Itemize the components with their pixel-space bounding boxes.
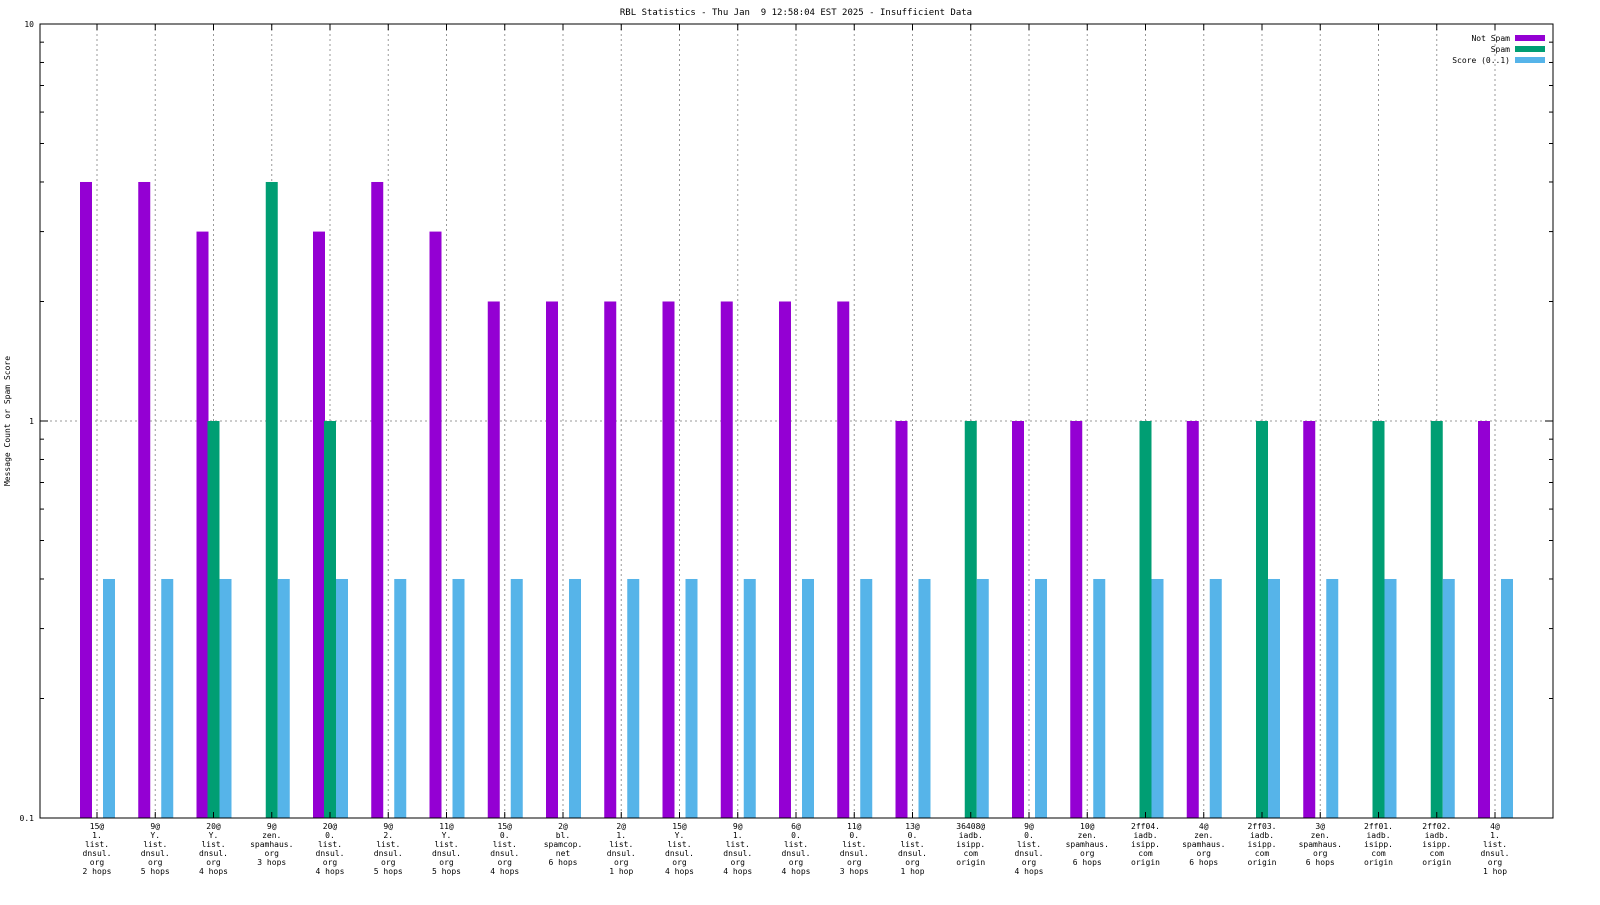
legend-swatch <box>1515 46 1545 52</box>
bar <box>394 578 407 818</box>
bar <box>895 421 908 818</box>
y-tick-label: 1 <box>29 417 34 426</box>
legend-swatch <box>1515 57 1545 63</box>
bar <box>1209 578 1222 818</box>
bar <box>103 578 115 818</box>
bar <box>1442 578 1455 818</box>
bar <box>510 578 523 818</box>
x-tick-label: 9@ zen. spamhaus. org 3 hops <box>250 822 293 867</box>
bars-layer <box>80 181 1513 818</box>
legend-label: Spam <box>1491 45 1510 54</box>
legend-swatch <box>1515 35 1545 41</box>
x-tick-label: 2@ bl. spamcop. net 6 hops <box>544 822 583 867</box>
bar <box>1070 421 1083 818</box>
x-tick-label: 2@ 1. list. dnsul. org 1 hop <box>607 822 636 876</box>
x-tick-label: 15@ 0. list. dnsul. org 4 hops <box>490 822 519 876</box>
bar <box>219 578 232 818</box>
bar <box>604 301 617 818</box>
bar <box>452 578 465 818</box>
bar <box>976 578 989 818</box>
bar <box>1326 578 1339 818</box>
y-tick-label: 10 <box>24 20 34 29</box>
x-tick-label: 11@ 0. list. dnsul. org 3 hops <box>840 822 869 876</box>
bar <box>837 301 850 818</box>
bar <box>662 301 675 818</box>
x-tick-label: 9@ 1. list. dnsul. org 4 hops <box>723 822 752 876</box>
bar <box>138 181 151 818</box>
x-tick-label: 9@ 0. list. dnsul. org 4 hops <box>1015 822 1044 876</box>
bar <box>265 181 278 818</box>
x-tick-label: 10@ zen. spamhaus. org 6 hops <box>1066 822 1109 867</box>
x-tick-label: 2ff01. iadb. isipp. com origin <box>1364 822 1393 867</box>
x-tick-label: 3@ zen. spamhaus. org 6 hops <box>1299 822 1342 867</box>
bar <box>743 578 756 818</box>
bar <box>1384 578 1397 818</box>
bar <box>1012 421 1024 818</box>
bar <box>277 578 290 818</box>
bar <box>1035 578 1047 818</box>
bar <box>1430 421 1443 818</box>
x-tick-label: 15@ Y. list. dnsul. org 4 hops <box>665 822 694 876</box>
x-tick-label: 11@ Y. list. dnsul. org 5 hops <box>432 822 461 876</box>
bar <box>487 301 500 818</box>
x-tick-label: 4@ zen. spamhaus. org 6 hops <box>1182 822 1225 867</box>
bar <box>1268 578 1280 818</box>
x-tick-label: 13@ 0. list. dnsul. org 1 hop <box>898 822 927 876</box>
x-tick-label: 6@ 0. list. dnsul. org 4 hops <box>782 822 811 876</box>
bar <box>196 231 209 818</box>
x-tick-label: 9@ 2. list. dnsul. org 5 hops <box>374 822 403 876</box>
legend-label: Not Spam <box>1471 34 1510 43</box>
bar <box>1093 578 1106 818</box>
bar <box>918 578 931 818</box>
bar <box>1501 578 1513 818</box>
bar <box>207 421 220 818</box>
bar <box>779 301 791 818</box>
legend-label: Score (0..1) <box>1452 56 1510 65</box>
y-tick-label: 0.1 <box>20 814 35 823</box>
bar <box>1478 421 1490 818</box>
x-tick-label: 20@ 0. list. dnsul. org 4 hops <box>316 822 345 876</box>
y-axis-label: Message Count or Spam Score <box>3 356 12 486</box>
bar <box>1303 421 1316 818</box>
bar <box>627 578 640 818</box>
bar <box>860 578 873 818</box>
bar <box>802 578 814 818</box>
bar <box>313 231 325 818</box>
bar <box>1372 421 1385 818</box>
x-tick-label: 2ff04. iadb. isipp. com origin <box>1131 822 1160 867</box>
bar <box>324 421 336 818</box>
bar <box>569 578 581 818</box>
axis-layer: 0.1 1 10 15@ 1. list. dnsul. org 2 hops 9@ Y. list.… <box>20 20 1553 876</box>
bar <box>964 421 977 818</box>
bar <box>429 231 442 818</box>
x-tick-label: 4@ 1. list. dnsul. org 1 hop <box>1481 822 1510 876</box>
bar <box>1151 578 1164 818</box>
chart-title: RBL Statistics - Thu Jan 9 12:58:04 EST … <box>620 8 972 18</box>
x-tick-label: 2ff03. iadb. isipp. com origin <box>1248 822 1277 867</box>
bar <box>371 181 384 818</box>
bar <box>720 301 733 818</box>
x-tick-label: 36408@ iadb. isipp. com origin <box>956 822 985 867</box>
bar <box>1139 421 1152 818</box>
bar <box>336 578 348 818</box>
x-tick-label: 9@ Y. list. dnsul. org 5 hops <box>141 822 170 876</box>
x-tick-label: 2ff02. iadb. isipp. com origin <box>1422 822 1451 867</box>
bar <box>80 181 92 818</box>
bar <box>1186 421 1199 818</box>
bar <box>1256 421 1268 818</box>
bar <box>685 578 698 818</box>
legend: Not Spam Spam Score (0..1) <box>1452 34 1545 65</box>
x-tick-label: 15@ 1. list. dnsul. org 2 hops <box>83 822 112 876</box>
bar <box>546 301 558 818</box>
x-tick-label: 20@ Y. list. dnsul. org 4 hops <box>199 822 228 876</box>
bar <box>161 578 174 818</box>
